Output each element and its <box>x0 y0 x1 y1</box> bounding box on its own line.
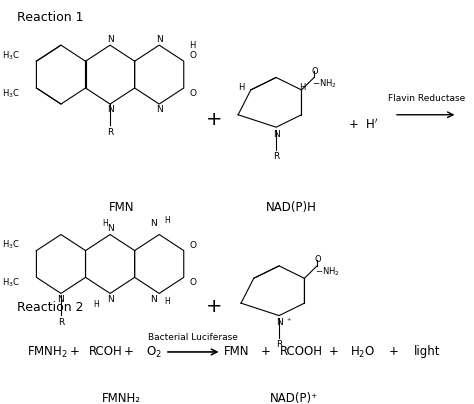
Text: N: N <box>107 35 113 44</box>
Text: $-$NH$_2$: $-$NH$_2$ <box>311 78 336 90</box>
Text: H$_2$O: H$_2$O <box>350 344 375 360</box>
Text: N: N <box>156 105 163 114</box>
Text: R: R <box>276 341 282 349</box>
Text: O: O <box>311 67 318 76</box>
Text: H: H <box>164 216 170 225</box>
Text: H$_3$C: H$_3$C <box>2 50 20 62</box>
Text: R: R <box>273 152 279 161</box>
Text: H: H <box>299 83 305 92</box>
Text: FMN: FMN <box>109 201 134 214</box>
Text: N: N <box>107 295 114 304</box>
Text: N: N <box>150 295 156 304</box>
Text: Bacterial Luciferase: Bacterial Luciferase <box>148 333 238 342</box>
Text: O$_2$: O$_2$ <box>146 344 161 360</box>
Text: NAD(P)H: NAD(P)H <box>266 201 317 214</box>
Text: $-$NH$_2$: $-$NH$_2$ <box>315 266 339 278</box>
Text: O: O <box>189 278 196 287</box>
Text: H: H <box>93 300 99 309</box>
Text: O: O <box>189 89 196 98</box>
Text: FMNH$_2$: FMNH$_2$ <box>27 344 67 360</box>
Text: Reaction 2: Reaction 2 <box>17 301 83 314</box>
Text: O: O <box>315 255 321 264</box>
Text: N: N <box>150 219 156 228</box>
Text: RCOOH: RCOOH <box>280 345 323 358</box>
Text: H$_3$C: H$_3$C <box>2 87 20 100</box>
Text: H$_3$C: H$_3$C <box>2 276 20 289</box>
Text: +: + <box>329 345 338 358</box>
Text: +: + <box>70 345 80 358</box>
Text: +  H$^{\prime}$: + H$^{\prime}$ <box>348 117 379 132</box>
Text: O: O <box>189 241 196 250</box>
Text: +: + <box>261 345 270 358</box>
Text: H: H <box>238 83 245 92</box>
Text: N: N <box>107 105 113 114</box>
Text: R: R <box>107 128 113 137</box>
Text: +: + <box>206 297 222 316</box>
Text: N: N <box>276 318 283 327</box>
Text: H: H <box>102 219 108 228</box>
Text: O: O <box>189 51 196 60</box>
Text: N: N <box>156 35 163 44</box>
Text: FMN: FMN <box>224 345 249 358</box>
Text: N: N <box>57 295 64 304</box>
Text: Flavin Reductase: Flavin Reductase <box>388 94 465 103</box>
Text: H: H <box>189 41 196 50</box>
Text: +: + <box>206 110 222 129</box>
Text: H: H <box>164 297 170 307</box>
Text: RCOH: RCOH <box>89 345 123 358</box>
Text: NAD(P)⁺: NAD(P)⁺ <box>270 392 318 404</box>
Text: light: light <box>413 345 440 358</box>
Text: FMNH₂: FMNH₂ <box>102 392 141 404</box>
Text: N: N <box>107 224 114 233</box>
Text: R: R <box>58 318 64 326</box>
Text: $^+$: $^+$ <box>285 318 292 324</box>
Text: +: + <box>389 345 399 358</box>
Text: N: N <box>273 130 280 139</box>
Text: +: + <box>124 345 134 358</box>
Text: H$_3$C: H$_3$C <box>2 239 20 251</box>
Text: Reaction 1: Reaction 1 <box>17 11 83 25</box>
